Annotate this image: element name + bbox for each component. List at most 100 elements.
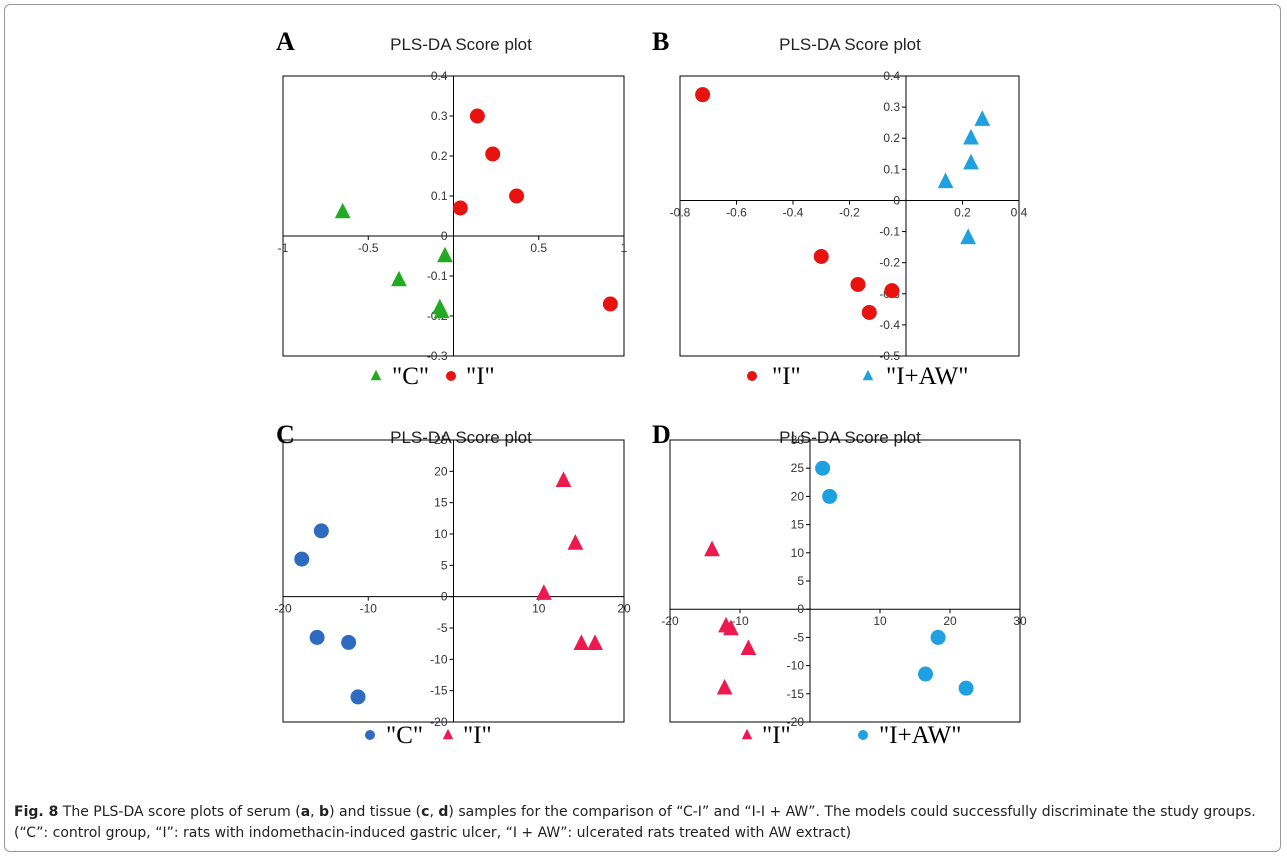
y-tick-label: 20 [791, 489, 805, 503]
panel-letter: A [276, 27, 295, 56]
legend-marker [741, 728, 753, 740]
y-tick-label: -15 [430, 684, 448, 698]
x-tick-label: -20 [661, 614, 679, 628]
panel-b: B PLS-DA Score plot -0.8 -0.6 -0.4 -0.2 0.2 0.4… [652, 27, 1028, 390]
chart-title: PLS-DA Score plot [390, 35, 532, 54]
data-point [937, 172, 954, 189]
data-point [723, 619, 739, 636]
x-tick-label: -0.4 [783, 205, 804, 219]
data-point [602, 296, 618, 312]
y-tick-label: 15 [791, 518, 805, 532]
plot-border [669, 439, 1021, 723]
panel-letter: B [652, 27, 669, 56]
data-point [822, 488, 838, 504]
legend-label: "I" [463, 722, 492, 749]
x-tick-label: 20 [617, 602, 631, 616]
data-point [573, 634, 590, 650]
y-tick-label: -20 [787, 715, 805, 729]
y-tick-label: 0.3 [431, 109, 448, 123]
y-tick-label: -5 [793, 630, 804, 644]
data-point [813, 248, 829, 264]
panel-letter: C [276, 420, 295, 449]
data-point [704, 540, 720, 557]
caption-panel-ref: b [319, 804, 330, 820]
x-tick-label: -10 [731, 614, 749, 628]
caption-text: , [429, 804, 439, 820]
y-tick-label: -0.1 [427, 269, 448, 283]
data-point [469, 108, 485, 124]
legend-marker [858, 730, 868, 740]
y-tick-label: -0.1 [879, 225, 900, 239]
x-tick-label: 0.2 [954, 205, 971, 219]
caption-panel-ref: d [438, 804, 449, 820]
data-point [485, 146, 501, 162]
x-tick-label: 20 [943, 614, 957, 628]
caption-panel-ref: a [300, 804, 311, 820]
chart-title: PLS-DA Score plot [779, 428, 921, 447]
data-point [313, 523, 329, 539]
data-point [350, 689, 366, 705]
data-point [294, 551, 310, 567]
x-tick-label: -0.6 [726, 205, 747, 219]
data-point [960, 228, 977, 245]
y-tick-label: -5 [437, 621, 448, 635]
x-tick-label: -10 [360, 602, 378, 616]
data-point [535, 584, 552, 600]
data-point [555, 471, 572, 488]
x-tick-label: 1 [621, 241, 628, 255]
y-tick-label: -15 [787, 687, 805, 701]
y-tick-label: -10 [430, 652, 448, 666]
data-point [930, 629, 946, 645]
y-tick-label: 0 [797, 602, 804, 616]
y-tick-label: 0.1 [431, 189, 448, 203]
x-tick-label: 10 [873, 614, 887, 628]
legend-marker [446, 371, 456, 381]
y-tick-label: -10 [787, 659, 805, 673]
y-tick-label: 25 [434, 433, 448, 447]
data-point [433, 302, 450, 319]
data-point [309, 629, 325, 645]
panel-d: D PLS-DA Score plot -20 -10 10 20 30 30 25 20 15 10… [652, 420, 1027, 749]
caption-text: The PLS-DA score plots of serum ( [58, 804, 301, 820]
panel-letter: D [652, 420, 671, 449]
caption-text: ) and tissue ( [329, 804, 422, 820]
x-tick-label: 10 [532, 602, 546, 616]
y-tick-label: 0.2 [883, 131, 900, 145]
y-tick-label: 0 [893, 193, 900, 207]
data-point [695, 87, 711, 103]
legend-marker [747, 371, 757, 381]
legend-marker [442, 728, 454, 740]
y-tick-label: 0.3 [883, 100, 900, 114]
y-tick-label: -0.5 [879, 349, 900, 363]
data-point [334, 202, 351, 219]
x-tick-label: 0.5 [530, 241, 547, 255]
y-tick-label: 10 [434, 527, 448, 541]
figure-canvas: A PLS-DA Score plot -1 -0.5 0.5 1 0.4 0.3 0.2 0.1… [274, 27, 1028, 749]
x-tick-label: 0.4 [1011, 205, 1028, 219]
y-tick-label: -0.3 [427, 349, 448, 363]
caption-text: ) samples for the comparison of “C-I” an… [14, 804, 1256, 841]
data-point [452, 200, 468, 216]
data-point [963, 128, 979, 145]
x-tick-label: -0.2 [839, 205, 860, 219]
y-tick-label: 10 [791, 546, 805, 560]
data-point [958, 680, 974, 696]
x-tick-label: 30 [1013, 614, 1027, 628]
data-point [509, 188, 525, 204]
caption-panel-ref: c [421, 804, 430, 820]
panel-a: A PLS-DA Score plot -1 -0.5 0.5 1 0.4 0.3 0.2 0.1… [276, 27, 628, 390]
y-tick-label: 0 [441, 229, 448, 243]
y-tick-label: 5 [797, 574, 804, 588]
y-tick-label: 0.4 [431, 69, 448, 83]
panel-c: C PLS-DA Score plot -20 -10 10 20 25 20 15 10 5 0 -5… [274, 420, 631, 749]
data-point [391, 270, 407, 287]
data-point [740, 639, 757, 655]
data-point [587, 634, 603, 650]
y-tick-label: 25 [791, 461, 805, 475]
y-tick-label: 0.4 [883, 69, 900, 83]
data-point [341, 634, 357, 650]
data-point [884, 283, 900, 299]
y-tick-label: 0.2 [431, 149, 448, 163]
legend-label: "C" [386, 722, 423, 749]
data-point [567, 534, 584, 550]
